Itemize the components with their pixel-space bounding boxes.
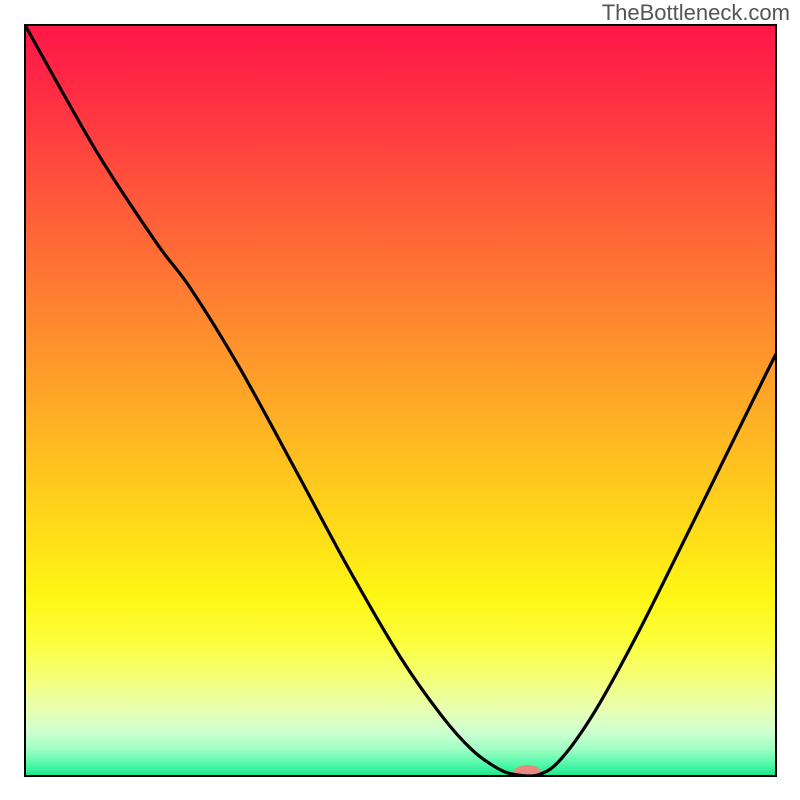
chart-container: TheBottleneck.com	[0, 0, 800, 800]
plot-background-gradient	[25, 25, 776, 776]
bottleneck-curve-chart	[0, 0, 800, 800]
bottleneck-marker	[513, 765, 541, 781]
watermark-text: TheBottleneck.com	[602, 0, 790, 26]
